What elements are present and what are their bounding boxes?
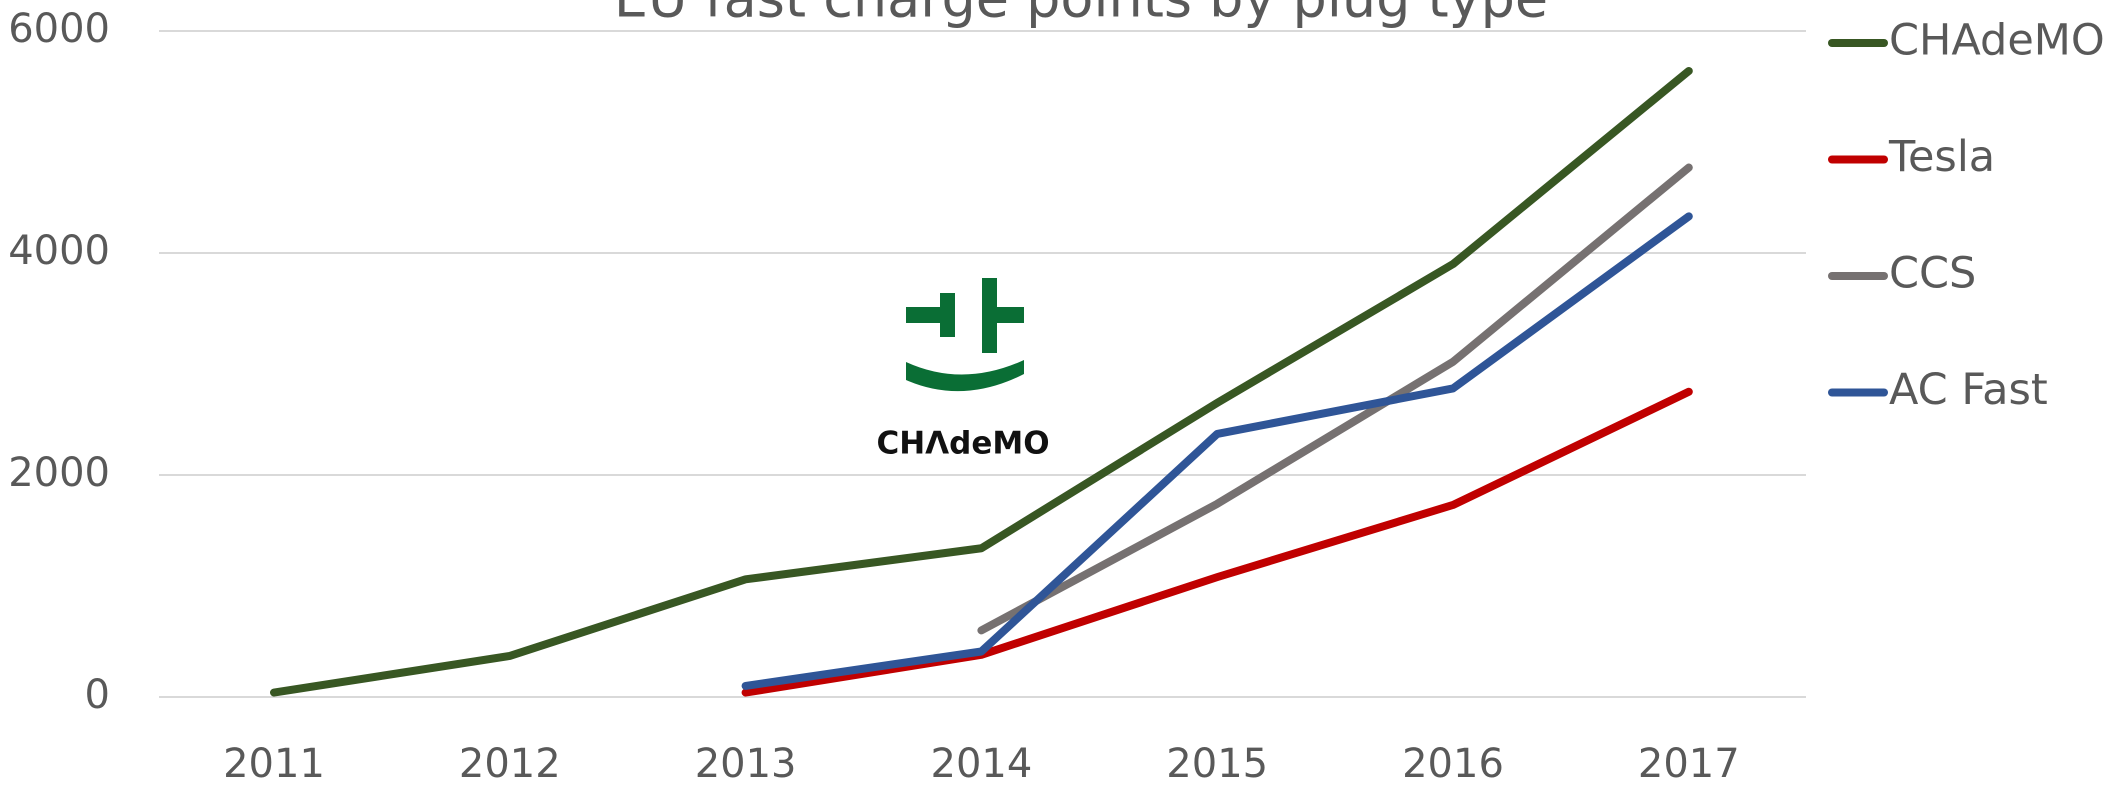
series-line bbox=[741, 387, 1693, 697]
y-tick-label: 4000 bbox=[8, 228, 110, 274]
legend-label: Tesla bbox=[1888, 132, 1995, 182]
x-tick-label: 2011 bbox=[223, 741, 325, 787]
series-line bbox=[977, 163, 1693, 635]
y-tick-label: 0 bbox=[85, 672, 110, 718]
x-tick-label: 2016 bbox=[1402, 741, 1504, 787]
x-tick-label: 2015 bbox=[1166, 741, 1268, 787]
legend-label: CCS bbox=[1889, 249, 1976, 299]
y-tick-label: 2000 bbox=[8, 450, 110, 496]
x-tick-label: 2012 bbox=[459, 741, 561, 787]
y-tick-label: 6000 bbox=[8, 6, 110, 52]
legend-label: CHAdeMO bbox=[1889, 16, 2105, 66]
series-line bbox=[270, 66, 1693, 697]
x-tick-label: 2013 bbox=[695, 741, 797, 787]
logo: CHΛdeMO bbox=[876, 278, 1050, 462]
logo-text: CHΛdeMO bbox=[876, 426, 1049, 462]
x-tick-label: 2014 bbox=[931, 741, 1033, 787]
series-line bbox=[741, 212, 1693, 690]
legend-label: AC Fast bbox=[1889, 365, 2048, 415]
x-tick-label: 2017 bbox=[1638, 741, 1740, 787]
chart-title: EU fast charge points by plug type bbox=[614, 0, 1548, 30]
